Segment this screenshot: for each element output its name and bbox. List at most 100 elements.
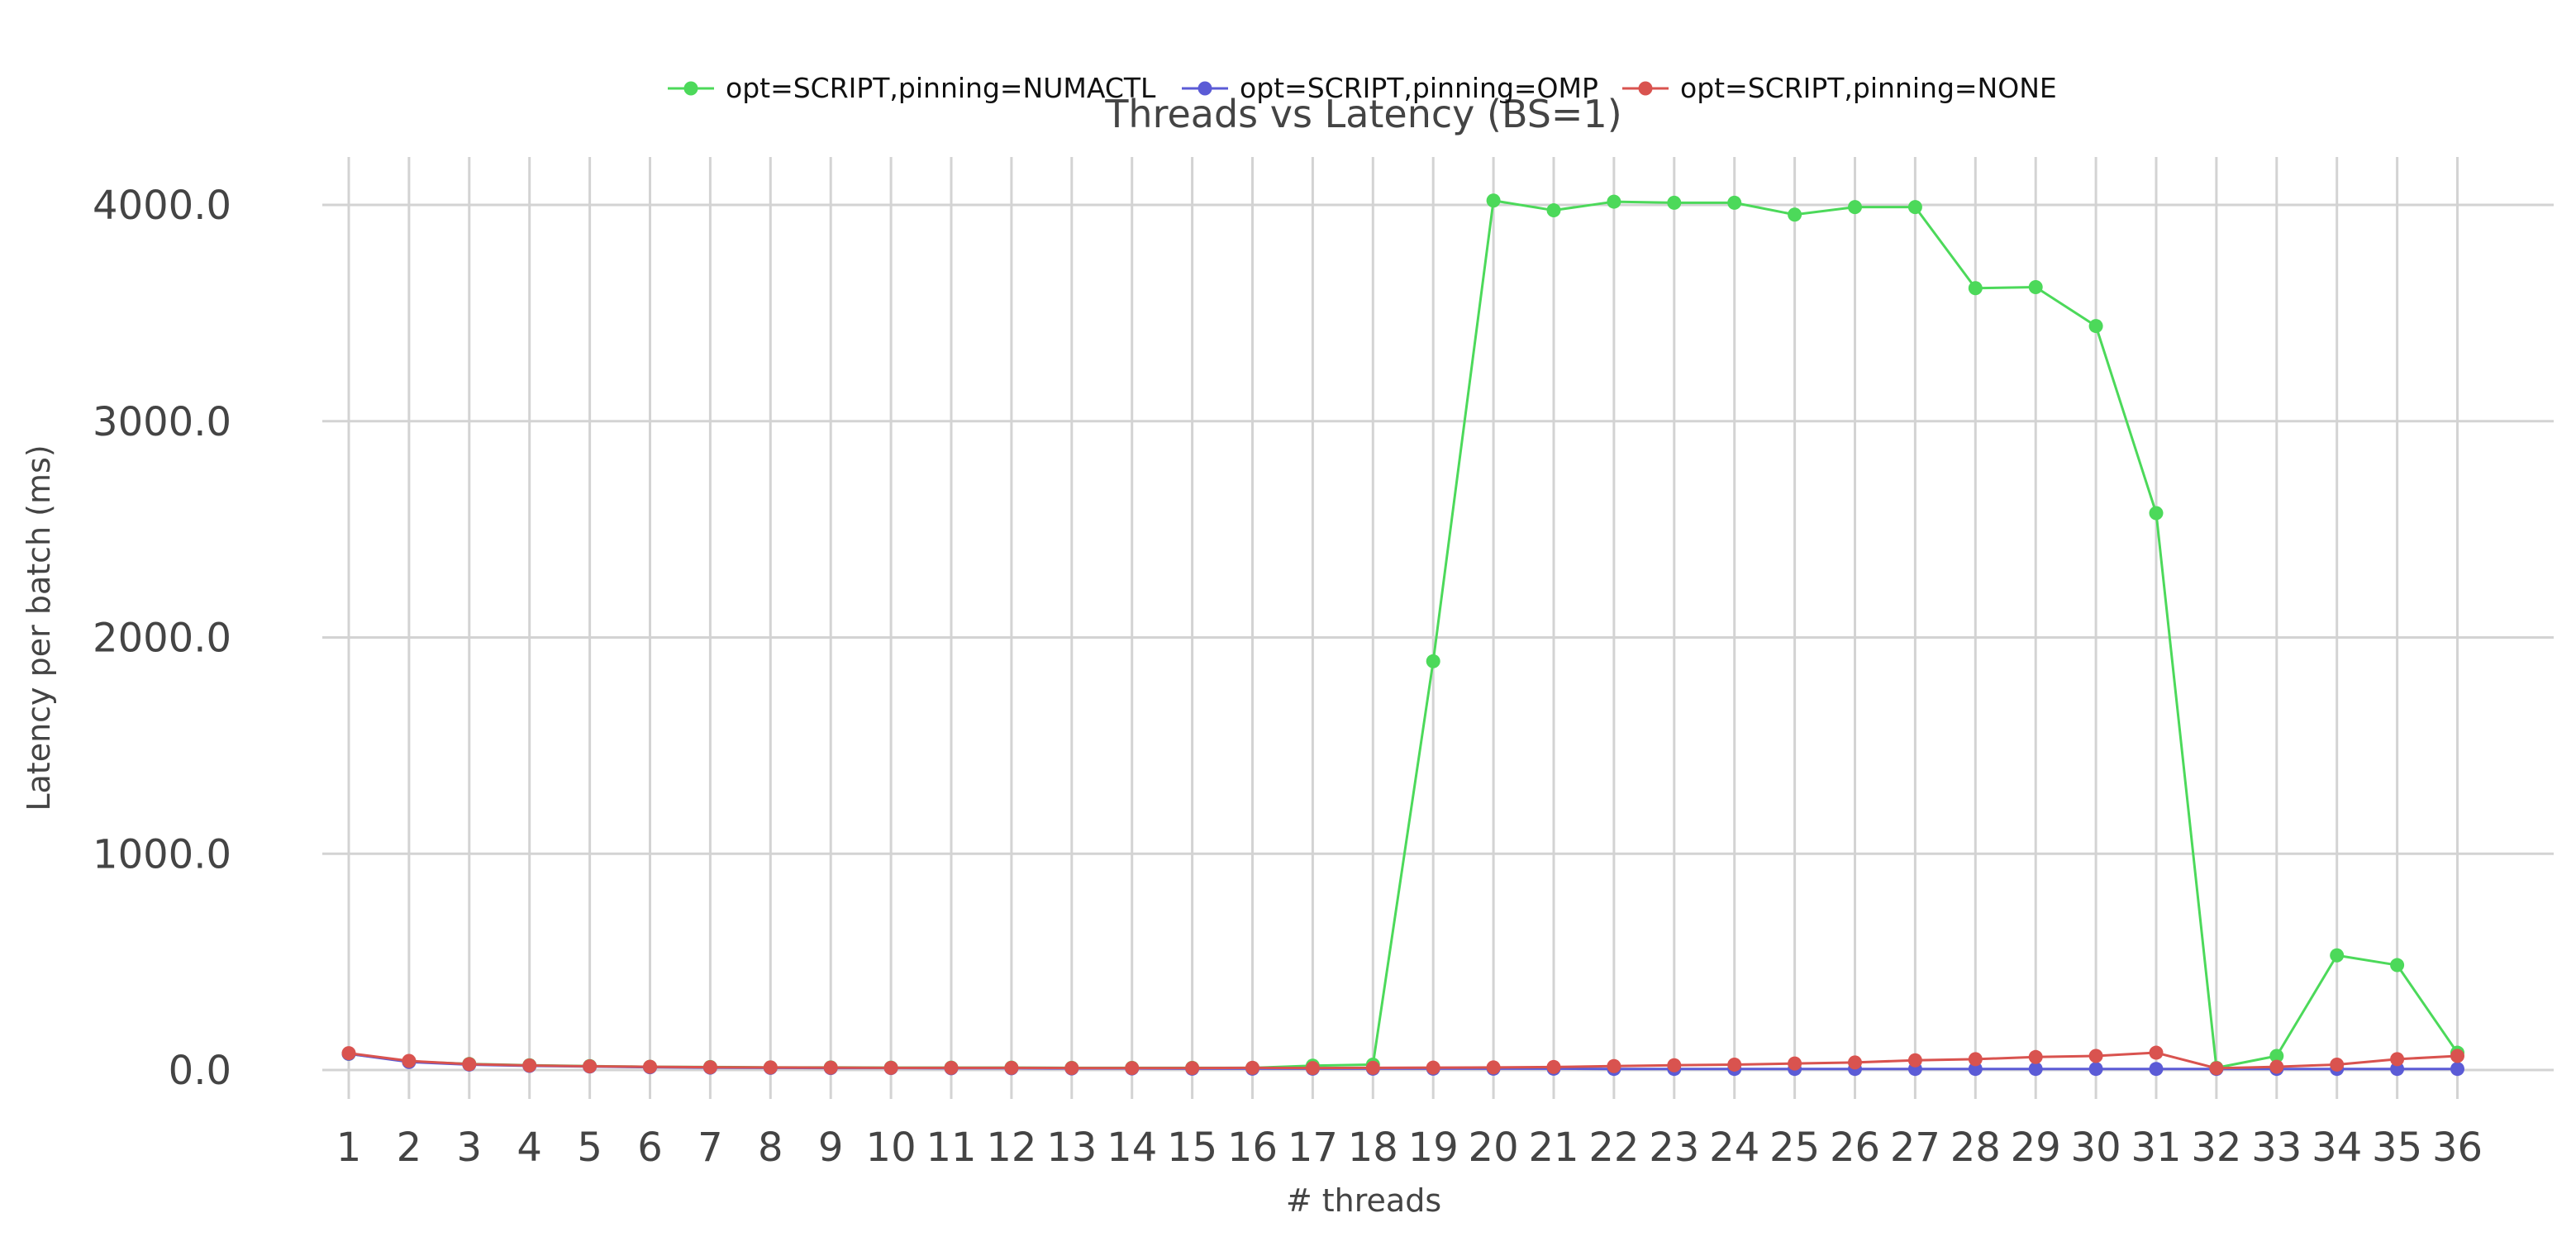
data-point (2088, 1062, 2103, 1077)
data-point (1667, 1058, 1682, 1072)
x-tick-label: 5 (577, 1125, 602, 1171)
data-point (1004, 1060, 1019, 1075)
grid (322, 157, 2554, 1099)
data-point (2088, 1049, 2103, 1063)
series-2 (341, 1046, 2464, 1077)
data-point (1486, 1060, 1501, 1075)
x-tick-label: 10 (866, 1125, 917, 1171)
data-point (1667, 195, 1682, 210)
x-tick-label: 14 (1107, 1125, 1157, 1171)
data-point (1727, 1057, 1742, 1072)
data-point (1968, 1052, 1983, 1067)
x-tick-label: 21 (1528, 1125, 1578, 1171)
x-tick-label: 24 (1709, 1125, 1759, 1171)
data-point (823, 1060, 838, 1075)
data-point (2149, 1045, 2164, 1060)
data-point (1546, 1059, 1561, 1074)
x-tick-label: 18 (1348, 1125, 1398, 1171)
x-tick-label: 7 (698, 1125, 723, 1171)
data-point (2330, 948, 2345, 963)
y-tick-label: 1000.0 (93, 831, 231, 877)
legend-label: opt=SCRIPT,pinning=NUMACTL (726, 72, 1156, 104)
x-tick-label: 25 (1769, 1125, 1820, 1171)
legend-marker (1198, 81, 1212, 96)
data-point (2028, 1049, 2043, 1064)
x-tick-label: 2 (397, 1125, 422, 1171)
x-tick-label: 15 (1167, 1125, 1217, 1171)
data-point (1968, 281, 1983, 296)
legend: opt=SCRIPT,pinning=NUMACTL opt=SCRIPT,pin… (668, 72, 2057, 104)
data-point (2088, 319, 2103, 334)
data-point (462, 1057, 477, 1072)
legend-item: opt=SCRIPT,pinning=NONE (1622, 72, 2057, 104)
data-point (1546, 203, 1561, 218)
x-tick-label: 35 (2372, 1125, 2422, 1171)
data-point (702, 1060, 717, 1075)
x-tick-label: 31 (2131, 1125, 2181, 1171)
x-tick-label: 9 (818, 1125, 844, 1171)
y-axis-label: Latency per batch (ms) (21, 445, 57, 811)
x-tick-label: 29 (2011, 1125, 2061, 1171)
data-point (2450, 1049, 2464, 1063)
data-point (2149, 506, 2164, 521)
data-point (1727, 195, 1742, 210)
y-tick-label: 2000.0 (93, 616, 231, 662)
data-point (1365, 1060, 1380, 1075)
legend-marker (683, 81, 698, 96)
x-tick-label: 6 (637, 1125, 663, 1171)
x-tick-label: 22 (1588, 1125, 1639, 1171)
x-tick-label: 20 (1469, 1125, 1519, 1171)
data-point (1788, 1056, 1802, 1071)
data-point (1245, 1060, 1259, 1075)
y-tick-label: 3000.0 (93, 399, 231, 445)
data-point (2028, 1062, 2043, 1077)
data-point (763, 1060, 778, 1075)
x-tick-label: 36 (2432, 1125, 2483, 1171)
data-point (2390, 1062, 2405, 1077)
chart-title: Threads vs Latency (BS=1) (1104, 92, 1621, 136)
data-point (1305, 1061, 1320, 1076)
data-point (1968, 1062, 1983, 1077)
data-point (883, 1060, 898, 1075)
legend-label: opt=SCRIPT,pinning=NONE (1680, 72, 2057, 104)
x-tick-label: 17 (1288, 1125, 1338, 1171)
data-point (1907, 1053, 1922, 1068)
x-tick-label: 23 (1649, 1125, 1699, 1171)
series-3 (341, 1045, 2464, 1076)
x-tick-label: 19 (1408, 1125, 1459, 1171)
y-tick-label: 4000.0 (93, 183, 231, 229)
x-tick-label: 4 (517, 1125, 542, 1171)
data-point (2269, 1049, 2284, 1063)
x-tick-label: 32 (2191, 1125, 2241, 1171)
x-tick-label: 13 (1046, 1125, 1097, 1171)
data-point (2390, 958, 2405, 973)
x-tick-label: 27 (1890, 1125, 1940, 1171)
legend-item: opt=SCRIPT,pinning=NUMACTL (668, 72, 1156, 104)
data-point (2269, 1059, 2284, 1074)
axis-ticks: 1 2 3 4 5 6 7 8 9 10 11 12 13 14 15 16 17 18 19 20 21 22 23 24 2… (93, 183, 2483, 1171)
data-point (1848, 200, 1862, 215)
x-tick-label: 26 (1830, 1125, 1880, 1171)
x-tick-label: 30 (2071, 1125, 2121, 1171)
data-point (2390, 1052, 2405, 1067)
data-point (1907, 200, 1922, 215)
data-point (1125, 1061, 1140, 1076)
data-point (1848, 1055, 1862, 1070)
legend-marker (1638, 81, 1653, 96)
data-point (2149, 1062, 2164, 1077)
x-tick-label: 8 (758, 1125, 783, 1171)
data-point (1486, 193, 1501, 208)
data-point (2209, 1061, 2224, 1076)
data-point (2330, 1057, 2345, 1072)
data-point (2450, 1062, 2464, 1077)
data-point (1064, 1061, 1079, 1076)
y-tick-label: 0.0 (169, 1048, 231, 1094)
legend-item: opt=SCRIPT,pinning=OMP (1182, 72, 1598, 104)
series-1 (341, 193, 2464, 1075)
x-tick-label: 28 (1950, 1125, 2001, 1171)
x-tick-label: 11 (926, 1125, 976, 1171)
x-tick-label: 16 (1227, 1125, 1278, 1171)
x-axis-label: # threads (1286, 1182, 1441, 1219)
